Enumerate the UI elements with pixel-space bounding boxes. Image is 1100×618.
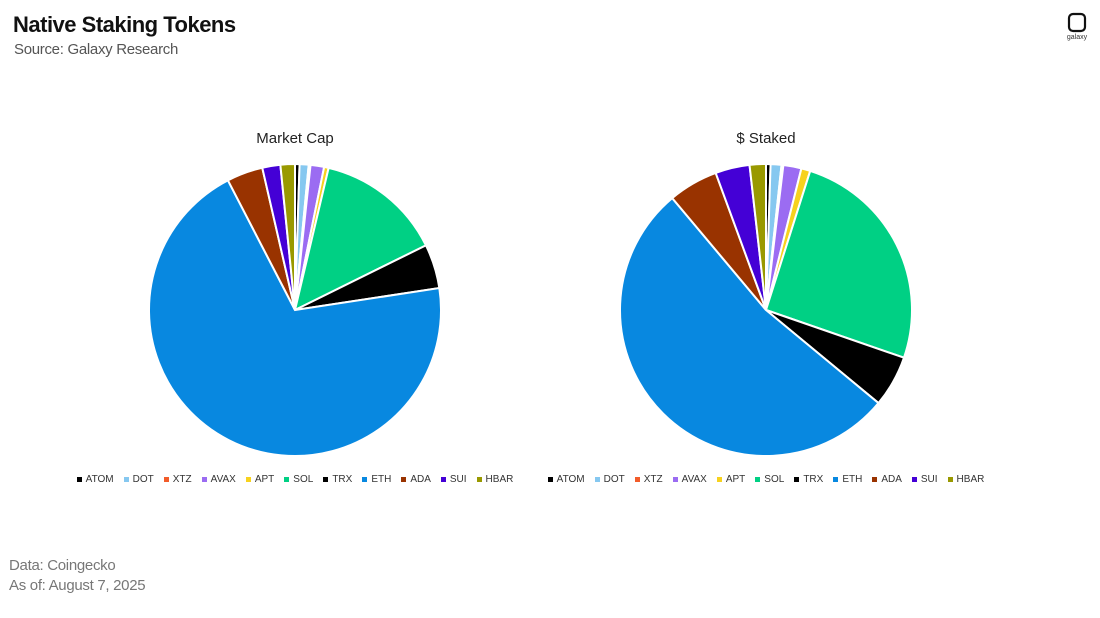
legend-label: TRX (332, 474, 353, 485)
legend-item-sol: SOL (755, 474, 784, 485)
pie-slice-hbar (748, 162, 767, 311)
legend-swatch (401, 477, 407, 482)
legend-item-ada: ADA (872, 474, 902, 485)
legend-swatch (476, 477, 482, 482)
legend-label: DOT (603, 474, 625, 485)
legend-swatch (123, 477, 129, 482)
pie-slice-sol (293, 166, 428, 312)
legend-swatch (716, 477, 722, 482)
staked-pie (619, 162, 913, 457)
staked-chart: $ Staked ATOM DOT XTZ AVAX APT SOL TRX ETH ADA SU… (547, 130, 984, 500)
legend-item-eth: ETH (362, 474, 391, 485)
legend-item-xtz: XTZ (163, 474, 192, 485)
legend-label: TRX (803, 474, 824, 485)
legend-item-trx: TRX (794, 474, 823, 485)
legend-swatch (947, 477, 953, 482)
legend-swatch (755, 477, 761, 482)
legend-swatch (362, 477, 368, 482)
market-cap-pie (148, 162, 442, 457)
legend-swatch (76, 477, 82, 482)
footer-notes: Data: Coingecko As of: August 7, 2025 (9, 556, 146, 596)
legend-item-hbar: HBAR (476, 474, 514, 485)
market-cap-chart: Market Cap ATOM DOT XTZ AVAX APT SOL TRX ETH ADA… (76, 130, 513, 500)
chart-legend: ATOM DOT XTZ AVAX APT SOL TRX ETH ADA SUI HBAR (547, 474, 984, 485)
legend-item-dot: DOT (123, 474, 154, 485)
legend-label: HBAR (956, 474, 985, 485)
legend-item-sui: SUI (911, 474, 938, 485)
legend-swatch (634, 477, 640, 482)
page-title: Native Staking Tokens (13, 12, 236, 37)
as-of-note: As of: August 7, 2025 (9, 577, 146, 594)
chart-title: Market Cap (256, 130, 334, 147)
legend-item-ada: ADA (401, 474, 431, 485)
page-subtitle: Source: Galaxy Research (14, 41, 179, 58)
legend-item-sui: SUI (440, 474, 467, 485)
legend-label: SOL (764, 474, 785, 485)
legend-item-avax: AVAX (201, 474, 236, 485)
legend-label: ETH (371, 474, 392, 485)
legend-swatch (594, 477, 600, 482)
legend-label: AVAX (681, 474, 707, 485)
legend-item-trx: TRX (323, 474, 352, 485)
legend-item-eth: ETH (833, 474, 862, 485)
legend-item-sol: SOL (284, 474, 313, 485)
chart-title: $ Staked (736, 130, 796, 147)
legend-label: ATOM (85, 474, 114, 485)
legend-label: ATOM (556, 474, 585, 485)
legend-label: XTZ (172, 474, 192, 485)
legend-swatch (440, 477, 446, 482)
legend-label: ADA (410, 474, 431, 485)
legend-swatch (323, 477, 329, 482)
chart-legend: ATOM DOT XTZ AVAX APT SOL TRX ETH ADA SUI HBAR (76, 474, 513, 485)
legend-item-atom: ATOM (547, 474, 585, 485)
legend-item-hbar: HBAR (947, 474, 985, 485)
legend-item-apt: APT (716, 474, 746, 485)
legend-swatch (794, 477, 800, 482)
pie-slice-hbar (279, 162, 296, 311)
galaxy-logo-icon (1067, 12, 1087, 33)
legend-swatch (284, 477, 290, 482)
legend-label: SUI (449, 474, 467, 485)
legend-label: APT (725, 474, 746, 485)
legend-item-atom: ATOM (76, 474, 114, 485)
legend-swatch (163, 477, 169, 482)
legend-swatch (672, 477, 678, 482)
legend-label: ADA (881, 474, 902, 485)
legend-swatch (245, 477, 251, 482)
legend-swatch (201, 477, 207, 482)
pie-slice-eth (148, 178, 442, 457)
legend-label: HBAR (485, 474, 514, 485)
legend-item-avax: AVAX (672, 474, 707, 485)
legend-swatch (872, 477, 878, 482)
legend-item-dot: DOT (594, 474, 625, 485)
legend-label: AVAX (210, 474, 236, 485)
legend-label: SUI (920, 474, 938, 485)
legend-label: SOL (293, 474, 314, 485)
data-source-note: Data: Coingecko (9, 557, 116, 574)
legend-swatch (833, 477, 839, 482)
legend-label: XTZ (643, 474, 663, 485)
legend-label: ETH (842, 474, 863, 485)
legend-item-apt: APT (245, 474, 275, 485)
legend-item-xtz: XTZ (634, 474, 663, 485)
logo-text: galaxy (1066, 34, 1088, 41)
legend-swatch (911, 477, 917, 482)
pie-slice-sol (764, 169, 913, 359)
legend-label: APT (254, 474, 275, 485)
legend-label: DOT (132, 474, 154, 485)
legend-swatch (547, 477, 553, 482)
pie-slice-eth (619, 196, 880, 457)
